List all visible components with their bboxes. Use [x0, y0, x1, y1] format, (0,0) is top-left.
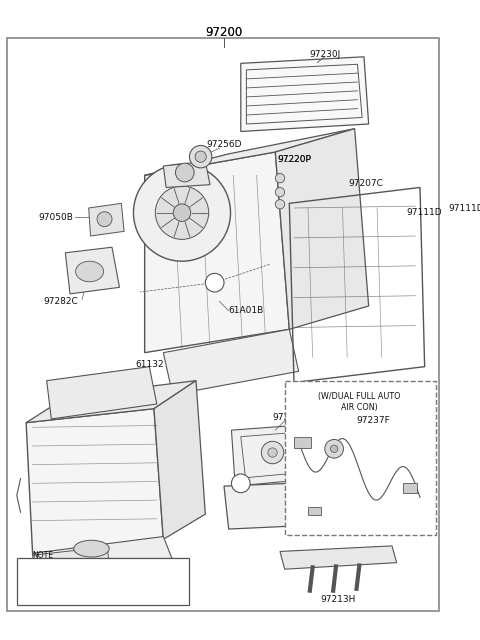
- Text: 97282C: 97282C: [43, 297, 78, 306]
- Text: 97220P: 97220P: [277, 155, 311, 164]
- Text: THE NO.97225K:①~②: THE NO.97225K:①~②: [28, 575, 126, 584]
- Circle shape: [133, 164, 230, 261]
- Circle shape: [156, 186, 209, 239]
- Bar: [386, 495, 399, 525]
- Circle shape: [325, 440, 344, 458]
- Circle shape: [205, 273, 224, 292]
- Circle shape: [276, 188, 285, 197]
- Bar: [403, 483, 417, 493]
- Polygon shape: [33, 547, 110, 585]
- Polygon shape: [224, 479, 409, 529]
- Circle shape: [276, 173, 285, 183]
- Text: AIR CON): AIR CON): [341, 403, 378, 412]
- Text: 97207C: 97207C: [348, 179, 384, 188]
- Circle shape: [231, 474, 250, 493]
- Text: 97111D: 97111D: [406, 208, 442, 217]
- Text: 97220P: 97220P: [277, 155, 311, 164]
- Polygon shape: [241, 57, 369, 131]
- Bar: [285, 381, 436, 534]
- Polygon shape: [33, 536, 177, 589]
- Text: ②: ②: [237, 479, 245, 488]
- Bar: [336, 495, 349, 525]
- Circle shape: [173, 204, 191, 221]
- Bar: [308, 507, 321, 515]
- Polygon shape: [154, 381, 205, 540]
- Polygon shape: [47, 367, 157, 419]
- Bar: [370, 495, 383, 525]
- Text: 97050B: 97050B: [38, 213, 73, 222]
- Bar: [353, 495, 366, 525]
- Polygon shape: [26, 381, 196, 422]
- Circle shape: [176, 163, 194, 182]
- Ellipse shape: [74, 540, 109, 557]
- Text: 97256D: 97256D: [206, 140, 242, 149]
- Text: 97213H: 97213H: [320, 595, 356, 605]
- Text: 97200: 97200: [205, 26, 242, 39]
- Polygon shape: [276, 129, 369, 330]
- Text: 61132: 61132: [135, 360, 164, 369]
- Text: 97200: 97200: [205, 26, 242, 39]
- Ellipse shape: [75, 261, 104, 282]
- Polygon shape: [144, 129, 355, 175]
- Circle shape: [261, 442, 284, 464]
- Circle shape: [97, 212, 112, 227]
- Text: 61A01B: 61A01B: [228, 306, 264, 315]
- Text: 97111D: 97111D: [449, 204, 480, 212]
- Polygon shape: [163, 161, 210, 188]
- Text: 97050B: 97050B: [350, 438, 385, 448]
- Text: 97237F: 97237F: [357, 416, 390, 426]
- Polygon shape: [163, 330, 299, 395]
- Text: ①: ①: [211, 278, 219, 287]
- Circle shape: [195, 151, 206, 163]
- Text: (W/DUAL FULL AUTO: (W/DUAL FULL AUTO: [318, 392, 401, 401]
- Text: 97230J: 97230J: [309, 49, 340, 58]
- Text: NOTE: NOTE: [33, 550, 54, 560]
- Polygon shape: [26, 409, 163, 555]
- Text: 97148A: 97148A: [365, 528, 400, 538]
- Text: 97237F: 97237F: [273, 413, 306, 422]
- Polygon shape: [280, 546, 396, 569]
- Circle shape: [190, 145, 212, 168]
- Bar: [294, 436, 311, 448]
- Polygon shape: [65, 247, 120, 294]
- Polygon shape: [231, 424, 315, 486]
- Circle shape: [330, 445, 338, 452]
- Circle shape: [276, 200, 285, 209]
- Polygon shape: [89, 204, 124, 236]
- Bar: [17, 558, 190, 605]
- Polygon shape: [144, 152, 289, 353]
- Circle shape: [268, 448, 277, 457]
